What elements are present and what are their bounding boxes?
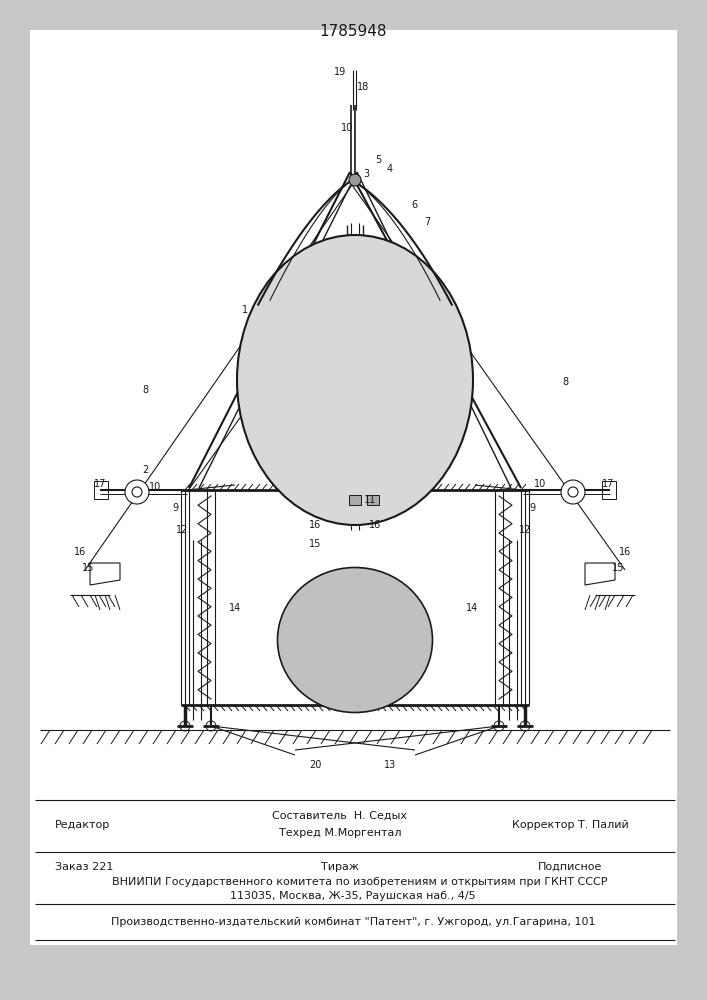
Text: Техред М.Моргентал: Техред М.Моргентал bbox=[279, 828, 402, 838]
Bar bbox=[349, 495, 361, 505]
Text: 9: 9 bbox=[529, 503, 535, 513]
Text: Корректор Т. Палий: Корректор Т. Палий bbox=[512, 820, 629, 830]
Circle shape bbox=[349, 174, 361, 186]
Text: 12: 12 bbox=[176, 525, 188, 535]
Text: 3: 3 bbox=[363, 169, 369, 179]
Text: 2: 2 bbox=[142, 465, 148, 475]
Bar bbox=[602, 481, 616, 499]
Text: 10: 10 bbox=[341, 123, 353, 133]
Ellipse shape bbox=[278, 568, 433, 712]
Text: 10: 10 bbox=[534, 479, 546, 489]
Text: 14: 14 bbox=[466, 603, 478, 613]
Text: Подписное: Подписное bbox=[538, 862, 602, 872]
Text: 15: 15 bbox=[612, 563, 624, 573]
Text: Составитель  Н. Седых: Составитель Н. Седых bbox=[272, 811, 407, 821]
Text: 12: 12 bbox=[519, 525, 531, 535]
Bar bbox=[94, 481, 108, 499]
Text: 113035, Москва, Ж-35, Раушская наб., 4/5: 113035, Москва, Ж-35, Раушская наб., 4/5 bbox=[230, 891, 476, 901]
Text: 6: 6 bbox=[411, 200, 417, 210]
Bar bbox=[367, 495, 379, 505]
Text: 4: 4 bbox=[387, 164, 393, 174]
FancyBboxPatch shape bbox=[30, 790, 677, 945]
Text: 10: 10 bbox=[149, 482, 161, 492]
Text: 15: 15 bbox=[309, 539, 321, 549]
Text: 17: 17 bbox=[94, 479, 106, 489]
Text: 16: 16 bbox=[619, 547, 631, 557]
Text: ВНИИПИ Государственного комитета по изобретениям и открытиям при ГКНТ СССР: ВНИИПИ Государственного комитета по изоб… bbox=[98, 877, 608, 887]
Text: Производственно-издательский комбинат "Патент", г. Ужгород, ул.Гагарина, 101: Производственно-издательский комбинат "П… bbox=[111, 917, 595, 927]
Ellipse shape bbox=[237, 235, 473, 525]
Text: 1: 1 bbox=[242, 305, 248, 315]
Text: Заказ 221: Заказ 221 bbox=[55, 862, 113, 872]
Text: 20: 20 bbox=[309, 760, 321, 770]
Text: 16: 16 bbox=[74, 547, 86, 557]
Text: 17: 17 bbox=[602, 479, 614, 489]
Text: 18: 18 bbox=[357, 82, 369, 92]
Text: 19: 19 bbox=[334, 67, 346, 77]
Text: 8: 8 bbox=[562, 377, 568, 387]
FancyBboxPatch shape bbox=[30, 30, 677, 790]
Text: 14: 14 bbox=[229, 603, 241, 613]
Text: 7: 7 bbox=[424, 217, 430, 227]
Text: 9: 9 bbox=[172, 503, 178, 513]
Text: 5: 5 bbox=[375, 155, 381, 165]
Circle shape bbox=[561, 480, 585, 504]
Text: 11: 11 bbox=[364, 495, 376, 505]
Polygon shape bbox=[90, 563, 120, 585]
Text: 13: 13 bbox=[384, 760, 396, 770]
Text: 16: 16 bbox=[369, 520, 381, 530]
Text: 16: 16 bbox=[309, 520, 321, 530]
Text: 8: 8 bbox=[142, 385, 148, 395]
Polygon shape bbox=[585, 563, 615, 585]
Text: Редактор: Редактор bbox=[55, 820, 110, 830]
Text: 1785948: 1785948 bbox=[320, 24, 387, 39]
Circle shape bbox=[125, 480, 149, 504]
Text: Тираж: Тираж bbox=[321, 862, 359, 872]
Text: 15: 15 bbox=[82, 563, 94, 573]
